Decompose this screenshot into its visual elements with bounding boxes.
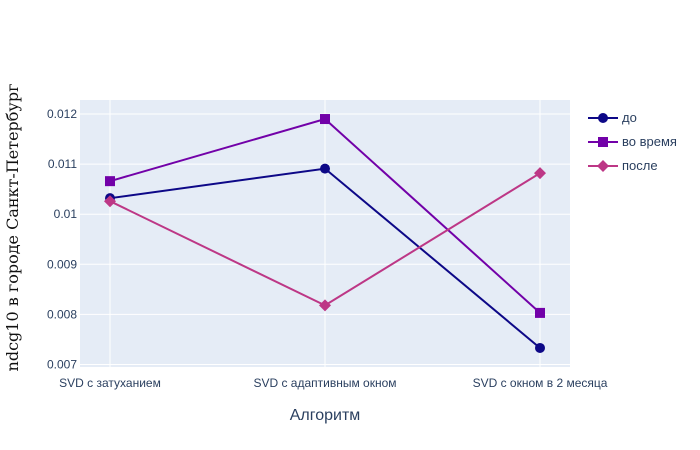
legend-label: до xyxy=(622,110,637,125)
legend-marker xyxy=(597,160,609,172)
series-group xyxy=(104,114,546,353)
data-point xyxy=(319,299,331,312)
data-point xyxy=(534,167,546,180)
legend-item[interactable]: до xyxy=(588,110,637,125)
y-tick-label: 0.007 xyxy=(47,357,77,371)
y-tick-label: 0.012 xyxy=(47,107,77,121)
legend-marker xyxy=(598,137,608,147)
legend-label: во время xyxy=(622,134,677,149)
y-axis-title: ndcg10 в городе Санкт-Петербург xyxy=(3,84,22,372)
y-tick-label: 0.01 xyxy=(54,207,78,221)
x-tick-label: SVD с затуханием xyxy=(59,376,161,390)
data-point xyxy=(535,307,545,318)
y-tick-labels: 0.007 0.008 0.009 0.01 0.011 0.012 xyxy=(47,107,77,371)
y-tick-label: 0.011 xyxy=(48,157,77,171)
x-tick-label: SVD с адаптивным окном xyxy=(253,376,396,390)
y-tick-label: 0.009 xyxy=(47,257,77,271)
grid-lines xyxy=(80,100,570,367)
data-point xyxy=(320,163,330,174)
data-point xyxy=(105,176,115,187)
data-point xyxy=(320,114,330,125)
legend-item[interactable]: после xyxy=(588,158,658,173)
x-tick-label: SVD с окном в 2 месяца xyxy=(473,376,608,390)
legend-label: после xyxy=(622,158,658,173)
series-3 xyxy=(104,167,546,312)
legend-item[interactable]: во время xyxy=(588,134,677,149)
series-2 xyxy=(105,114,545,318)
legend-marker xyxy=(598,113,608,123)
data-point xyxy=(104,195,116,208)
data-point xyxy=(535,342,545,353)
legend[interactable]: до во время после xyxy=(588,110,677,173)
x-tick-labels: SVD с затуханием SVD с адаптивным окном SV… xyxy=(59,376,608,390)
x-axis-title: Алгоритм xyxy=(290,407,361,424)
y-tick-label: 0.008 xyxy=(47,307,77,321)
